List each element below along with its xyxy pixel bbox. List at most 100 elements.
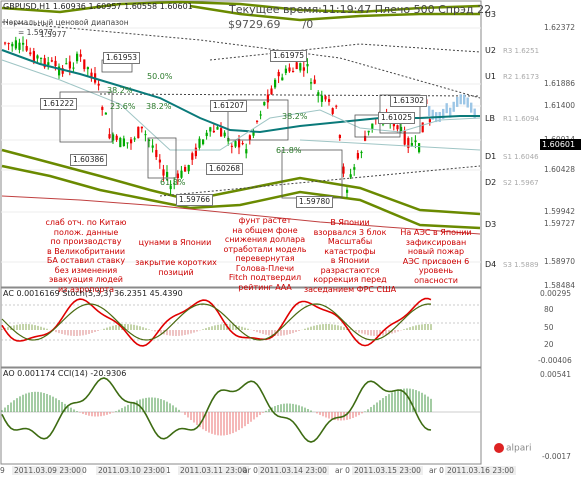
candle-body — [216, 127, 219, 130]
candle-body — [259, 114, 262, 116]
candle-body — [281, 77, 284, 81]
candle-body — [166, 171, 169, 178]
price-tick: 1.61400 — [544, 101, 576, 110]
candle-body — [209, 127, 212, 132]
balance-tail: /0 — [302, 18, 314, 31]
price-label: 1.59766 — [176, 194, 214, 206]
envelope-line — [1, 164, 481, 230]
candle-body — [284, 68, 287, 73]
candle-body — [360, 151, 363, 154]
candle-body — [421, 122, 424, 133]
candle-body — [90, 72, 93, 79]
forecast-bar — [470, 102, 473, 113]
price-tick: 1.62372 — [544, 23, 576, 32]
price-label: 1.60386 — [70, 154, 108, 166]
time-tick: 2011.03.16 23:00 — [445, 466, 516, 475]
fib-label: 38.2% — [282, 112, 308, 121]
candle-body — [367, 130, 370, 133]
level-name: D4 — [485, 260, 497, 269]
trend-line — [1, 21, 481, 99]
envelope-line — [1, 0, 481, 14]
candle-body — [169, 185, 172, 190]
forecast-bar — [466, 97, 469, 108]
candle-body — [65, 63, 68, 65]
fib-label: 61.8% — [276, 146, 302, 155]
price-label: 1.59780 — [296, 196, 334, 208]
price-tick: 1.59727 — [544, 219, 576, 228]
envelope-line — [189, 4, 480, 22]
candle-body — [54, 60, 57, 66]
candle-body — [86, 67, 89, 70]
price-tick: 1.60428 — [544, 165, 576, 174]
level-tag: R3 — [503, 47, 513, 55]
ind2-axis-bottom: -0.0017 — [542, 452, 571, 461]
candle-body — [306, 64, 309, 67]
level-name: U2 — [485, 46, 496, 55]
candle-body — [97, 83, 100, 86]
candle-body — [274, 79, 277, 88]
candle-body — [302, 67, 305, 71]
annotation-3: закрытие коротких позиций — [135, 258, 217, 277]
candle-body — [396, 125, 399, 130]
alpari-logo: alpari — [494, 443, 531, 454]
candle-body — [148, 139, 151, 142]
candle-body — [310, 82, 313, 84]
candle-body — [180, 170, 183, 178]
price-label: 1.61302 — [390, 95, 428, 107]
candle-body — [122, 138, 125, 147]
candle-body — [270, 88, 273, 95]
ind1-axis-bottom: -0.00406 — [538, 356, 572, 365]
candle-body — [29, 52, 32, 55]
fib-label: 38.2% — [107, 86, 133, 95]
level-tag: S2 — [503, 179, 512, 187]
candle-body — [266, 94, 269, 103]
candle-body — [25, 46, 28, 51]
candle-body — [205, 132, 208, 137]
ohlc-values: 1.60936 1.60957 1.60558 1.60601 — [52, 2, 193, 11]
time-tick: 2011.03.10 23:00 — [96, 466, 167, 475]
forecast-bar — [445, 103, 448, 114]
candle-body — [130, 139, 133, 144]
stoch-main-line — [1, 297, 432, 347]
candle-body — [371, 123, 374, 130]
annotation-box — [227, 99, 289, 141]
level-label: S2 1.5967 — [503, 179, 539, 187]
forecast-bar — [473, 108, 476, 119]
fib-label: 38.2% — [146, 102, 172, 111]
candle-body — [32, 51, 35, 63]
candle-body — [356, 153, 359, 159]
candle-body — [58, 66, 61, 76]
level-name: D2 — [485, 178, 497, 187]
candle-body — [144, 134, 147, 136]
candle-body — [173, 183, 176, 185]
time-tick: 2011.03.15 23:00 — [352, 466, 423, 475]
logo-icon — [494, 443, 504, 453]
forecast-bar — [431, 109, 434, 120]
candle-body — [414, 140, 417, 143]
candle-body — [79, 54, 82, 57]
candle-body — [126, 142, 129, 144]
candle-body — [400, 126, 403, 131]
candle-body — [155, 149, 158, 158]
trend-line — [159, 165, 481, 197]
price-label: 1.61207 — [210, 100, 248, 112]
candle-body — [162, 169, 165, 176]
stoch-signal-line — [1, 303, 432, 341]
envelope-line — [1, 148, 481, 216]
level-name: D3 — [485, 220, 497, 229]
candle-body — [410, 143, 413, 147]
level-name: U1 — [485, 72, 496, 81]
candle-body — [256, 120, 259, 122]
candle-body — [212, 130, 215, 133]
price-label-extra: 1.5977 — [40, 30, 67, 39]
price-label: 1.61953 — [103, 52, 141, 64]
price-tick: 1.58484 — [544, 281, 576, 290]
cci-line — [1, 377, 432, 443]
level-value: 1.6173 — [512, 73, 540, 81]
fib-label: 23.6% — [110, 102, 136, 111]
time-tick: ar 0 — [429, 466, 444, 475]
forecast-bar — [459, 94, 462, 105]
candle-body — [76, 53, 79, 62]
candle-body — [119, 137, 122, 148]
